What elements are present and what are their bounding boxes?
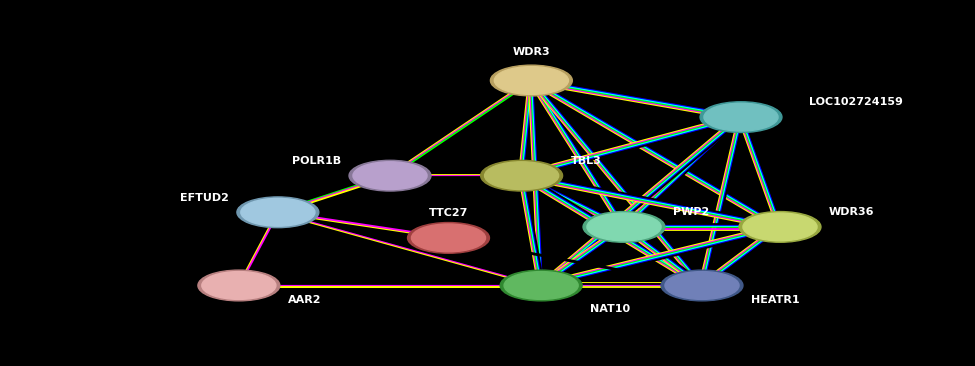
Text: HEATR1: HEATR1 — [751, 295, 799, 305]
Circle shape — [353, 162, 427, 190]
Circle shape — [743, 213, 817, 241]
Circle shape — [700, 102, 782, 132]
Circle shape — [481, 160, 563, 191]
Circle shape — [485, 162, 559, 190]
Circle shape — [587, 213, 661, 241]
Text: NAT10: NAT10 — [590, 304, 630, 314]
Text: PWP2: PWP2 — [673, 207, 709, 217]
Text: EFTUD2: EFTUD2 — [180, 193, 229, 203]
Circle shape — [665, 272, 739, 299]
Circle shape — [198, 270, 280, 301]
Text: AAR2: AAR2 — [288, 295, 321, 305]
Text: LOC102724159: LOC102724159 — [809, 97, 903, 108]
Text: TBL3: TBL3 — [570, 156, 602, 166]
Text: POLR1B: POLR1B — [292, 156, 341, 166]
Circle shape — [739, 212, 821, 242]
Circle shape — [500, 270, 582, 301]
Circle shape — [704, 103, 778, 131]
Circle shape — [408, 223, 489, 253]
Circle shape — [490, 65, 572, 96]
Circle shape — [411, 224, 486, 252]
Circle shape — [241, 198, 315, 226]
Circle shape — [583, 212, 665, 242]
Circle shape — [494, 67, 568, 94]
Text: WDR36: WDR36 — [829, 207, 875, 217]
Circle shape — [504, 272, 578, 299]
Circle shape — [237, 197, 319, 228]
Circle shape — [202, 272, 276, 299]
Text: TTC27: TTC27 — [429, 208, 468, 218]
Circle shape — [661, 270, 743, 301]
Circle shape — [349, 160, 431, 191]
Text: WDR3: WDR3 — [513, 47, 550, 57]
